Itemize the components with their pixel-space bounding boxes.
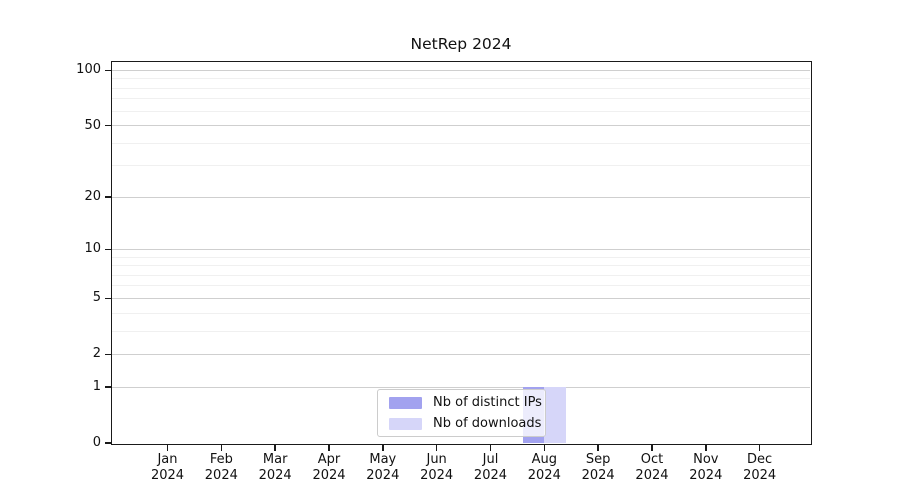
x-tick: [166, 444, 169, 451]
gridline-major: [112, 248, 810, 250]
x-tick-label: Oct 2024: [635, 452, 669, 483]
gridline-major: [112, 69, 810, 71]
gridline-minor: [112, 256, 810, 258]
x-tick-label: Sep 2024: [581, 452, 615, 483]
gridline-major: [112, 297, 810, 299]
y-tick-label: 20: [84, 189, 101, 205]
x-tick: [435, 444, 438, 451]
x-tick: [274, 444, 276, 451]
bar-downloads: [544, 387, 566, 443]
gridline-minor: [112, 285, 810, 287]
x-tick: [705, 444, 707, 451]
legend-label-downloads: Nb of downloads: [433, 416, 542, 431]
legend-item-distinct-ips: Nb of distinct IPs: [389, 394, 542, 411]
gridline-minor: [112, 110, 810, 112]
x-tick: [328, 444, 330, 451]
x-tick-label: Aug 2024: [527, 452, 561, 483]
gridline-major: [112, 386, 810, 388]
x-tick: [382, 444, 384, 451]
plot-area: [112, 62, 810, 443]
y-tick: [104, 386, 111, 388]
y-tick: [104, 353, 111, 356]
y-tick: [104, 442, 111, 444]
gridline-minor: [112, 87, 810, 89]
y-tick-label: 1: [92, 379, 101, 395]
legend-swatch-downloads: [389, 417, 422, 430]
gridline-minor: [112, 265, 810, 267]
y-tick-label: 5: [92, 290, 101, 306]
y-tick: [104, 297, 111, 300]
gridline-minor: [112, 142, 810, 144]
gridline-minor: [112, 312, 810, 314]
x-tick-label: Jan 2024: [150, 452, 185, 483]
x-tick-label: Apr 2024: [312, 452, 346, 483]
x-tick-label: Mar 2024: [258, 452, 292, 483]
gridline-minor: [112, 330, 810, 332]
legend-label-distinct-ips: Nb of distinct IPs: [433, 395, 542, 410]
gridline-minor: [112, 274, 810, 276]
x-tick-label: Feb 2024: [204, 452, 238, 483]
x-tick-label: May 2024: [366, 452, 400, 483]
y-tick: [104, 124, 111, 127]
legend-item-downloads: Nb of downloads: [389, 415, 541, 432]
x-tick-label: Nov 2024: [689, 452, 723, 483]
x-tick-label: Jul 2024: [473, 452, 508, 483]
gridline-minor: [112, 98, 810, 100]
y-tick-label: 50: [84, 117, 101, 133]
x-tick: [489, 444, 492, 451]
y-tick: [104, 196, 111, 198]
gridline-minor: [112, 78, 810, 80]
legend-swatch-distinct-ips: [389, 396, 422, 409]
y-tick: [104, 69, 111, 72]
x-tick: [597, 444, 599, 451]
y-tick-label: 2: [92, 346, 101, 362]
legend: Nb of distinct IPs Nb of downloads: [377, 389, 546, 437]
y-tick: [104, 248, 111, 251]
x-tick: [543, 444, 546, 451]
y-tick-label: 100: [76, 62, 101, 78]
y-tick-label: 10: [84, 241, 101, 257]
gridline-major: [112, 196, 810, 198]
x-tick: [220, 444, 223, 451]
x-tick: [758, 444, 761, 451]
gridline-major: [112, 353, 810, 355]
gridline-major: [112, 125, 810, 127]
gridline-minor: [112, 165, 810, 167]
x-tick-label: Dec 2024: [743, 452, 777, 483]
chart-title: NetRep 2024: [410, 35, 512, 53]
x-tick: [651, 444, 653, 451]
y-tick-label: 0: [92, 435, 101, 450]
x-tick-label: Jun 2024: [420, 452, 454, 483]
